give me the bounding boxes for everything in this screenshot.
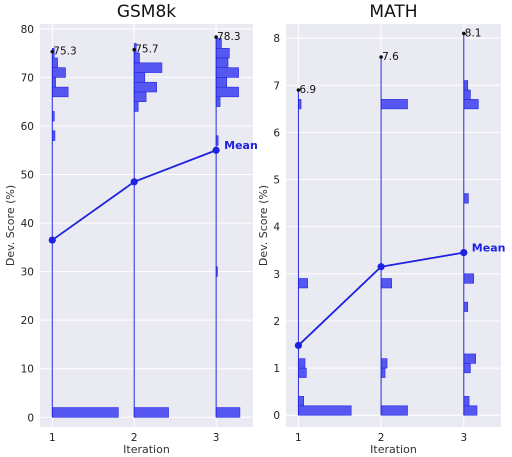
mean-point	[130, 178, 138, 186]
x-tick-label: 1	[295, 432, 302, 444]
x-tick-label: 2	[378, 432, 385, 444]
histogram-bar	[298, 367, 307, 378]
y-tick-label: 80	[21, 24, 34, 36]
chart-panel-0: 75.3 75.7 78.3 Mean 0 10 20 30 40 50 60 70 80 1 2 3 GSM8…	[4, 2, 258, 456]
max-value-label: 7.6	[382, 51, 399, 63]
histogram-bar	[51, 86, 69, 98]
y-tick-label: 0	[27, 412, 34, 424]
histogram-bar	[133, 91, 147, 102]
histogram-bar	[51, 407, 119, 418]
y-tick-label: 2	[273, 316, 280, 328]
histogram-bar	[298, 405, 352, 416]
y-tick-label: 3	[273, 269, 280, 281]
x-tick-label: 3	[213, 432, 220, 444]
histogram-bar	[215, 67, 239, 78]
x-tick-label: 2	[131, 432, 138, 444]
y-tick-label: 10	[21, 364, 34, 376]
mean-point	[294, 341, 303, 350]
x-tick-label: 1	[49, 432, 56, 444]
mean-point	[377, 263, 385, 271]
histogram-bar	[463, 99, 479, 110]
y-tick-label: 4	[273, 222, 280, 234]
max-point	[379, 55, 383, 59]
histogram-bar	[463, 396, 470, 407]
histogram-bar	[133, 101, 139, 112]
histogram-bar	[215, 407, 241, 418]
histogram-bar	[463, 363, 471, 374]
mean-point	[48, 236, 56, 244]
max-point	[132, 47, 137, 52]
x-tick-label: 3	[460, 432, 467, 444]
chart-panel-1: 6.9 7.6 8.1 Mean 0 1 2 3 4 5 6 7 8 1 2 3 MATH Iteration De…	[257, 2, 505, 456]
mean-series-label: Mean	[224, 139, 258, 152]
histogram-bar	[463, 273, 474, 284]
histogram-bar	[463, 353, 476, 364]
histogram-bar	[215, 86, 239, 98]
y-tick-label: 1	[273, 363, 280, 375]
max-value-label: 8.1	[465, 27, 482, 39]
y-tick-label: 7	[273, 80, 280, 92]
max-value-label: 6.9	[299, 84, 316, 96]
histogram-bar	[463, 89, 471, 100]
y-tick-label: 50	[21, 170, 34, 182]
y-tick-label: 6	[273, 127, 280, 139]
histogram-bar	[215, 57, 229, 68]
histogram-bar	[463, 80, 469, 91]
histogram-bar	[215, 47, 230, 59]
mean-point	[460, 249, 468, 257]
y-tick-label: 0	[273, 410, 280, 422]
histogram-bar	[380, 367, 386, 378]
max-point	[50, 49, 55, 54]
y-tick-label: 20	[21, 315, 34, 327]
max-point	[461, 31, 466, 36]
chart-title: MATH	[369, 2, 417, 22]
chart-title: GSM8k	[117, 2, 176, 22]
x-axis-label: Iteration	[370, 443, 417, 456]
histogram-bar	[298, 396, 304, 407]
y-tick-label: 8	[273, 33, 280, 45]
histogram-bar	[380, 358, 388, 369]
y-tick-label: 40	[21, 218, 34, 230]
histogram-bar	[380, 278, 392, 289]
max-point	[296, 88, 301, 92]
histogram-bar	[298, 358, 306, 369]
histogram-bar	[133, 72, 146, 83]
max-value-label: 75.7	[135, 44, 158, 56]
y-tick-label: 60	[21, 121, 34, 133]
histogram-bar	[380, 99, 408, 110]
histogram-bar	[463, 193, 469, 204]
y-tick-label: 5	[273, 175, 280, 187]
histogram-bar	[215, 77, 227, 88]
mean-series-label: Mean	[472, 242, 506, 255]
max-value-label: 75.3	[53, 46, 76, 58]
histogram-bar	[133, 407, 169, 418]
histogram-bar	[51, 57, 58, 68]
histogram-bar	[133, 81, 157, 93]
histogram-bar	[51, 67, 66, 78]
y-tick-label: 30	[21, 267, 34, 279]
histogram-bar	[298, 278, 308, 289]
histogram-bar	[463, 405, 478, 416]
y-axis-label: Dev. Score (%)	[257, 185, 270, 266]
y-tick-label: 70	[21, 72, 34, 84]
histogram-bar	[380, 405, 408, 416]
histogram-bar	[133, 62, 163, 73]
x-axis-label: Iteration	[123, 443, 170, 456]
max-point	[214, 35, 218, 39]
max-value-label: 78.3	[217, 31, 240, 43]
histogram-bar	[215, 96, 221, 107]
histogram-bar	[463, 301, 469, 312]
y-axis-label: Dev. Score (%)	[4, 185, 17, 266]
mean-point	[212, 146, 220, 154]
